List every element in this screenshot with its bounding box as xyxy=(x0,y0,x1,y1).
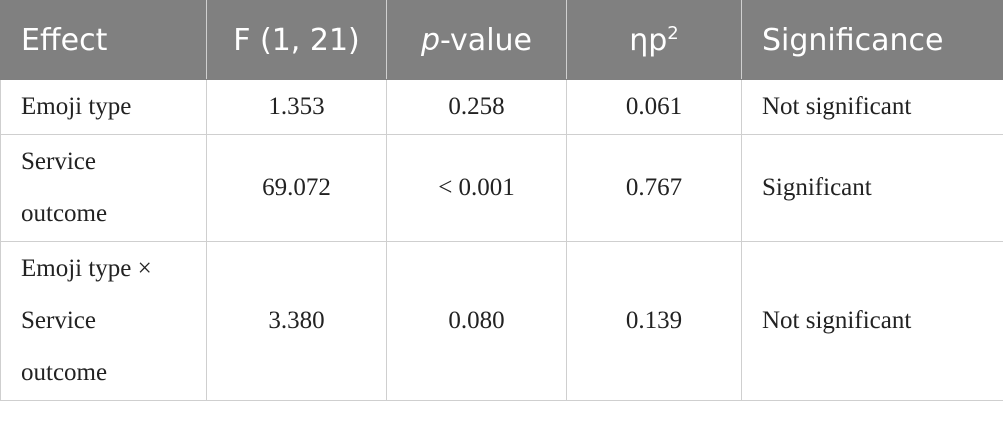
table-cell: 0.767 xyxy=(566,134,742,242)
table-cell: 1.353 xyxy=(206,79,387,135)
header-row: Effect F (1, 21) p-value ηp2 Significance xyxy=(0,0,1003,80)
header-cell: ηp2 xyxy=(566,0,742,80)
header-text: -value xyxy=(440,22,532,58)
table-cell: Not significant xyxy=(741,241,1003,401)
header-italic: p xyxy=(420,22,441,58)
table-cell: Service outcome xyxy=(0,134,207,242)
header-sup: 2 xyxy=(667,22,679,44)
table-cell: 3.380 xyxy=(206,241,387,401)
table-cell: < 0.001 xyxy=(386,134,567,242)
table-cell: 0.139 xyxy=(566,241,742,401)
table-cell: 0.080 xyxy=(386,241,567,401)
table-cell: Emoji type × Service outcome xyxy=(0,241,207,401)
header-cell: Significance xyxy=(741,0,1003,80)
table-row: Service outcome 69.072 < 0.001 0.767 Signifi… xyxy=(0,134,1003,242)
header-cell: p-value xyxy=(386,0,567,80)
table-cell: 69.072 xyxy=(206,134,387,242)
header-cell: F (1, 21) xyxy=(206,0,387,80)
table-row: Emoji type 1.353 0.258 0.061 Not significant xyxy=(0,79,1003,135)
header-text: ηp xyxy=(629,22,668,58)
results-table: Effect F (1, 21) p-value ηp2 Significance Em… xyxy=(0,0,1003,401)
table-cell: Significant xyxy=(741,134,1003,242)
header-cell: Effect xyxy=(0,0,207,80)
table-body: Emoji type 1.353 0.258 0.061 Not significant… xyxy=(0,79,1003,401)
table-cell: 0.258 xyxy=(386,79,567,135)
table-cell: Emoji type xyxy=(0,79,207,135)
table-cell: Not significant xyxy=(741,79,1003,135)
table-row: Emoji type × Service outcome 3.380 0.080 0.… xyxy=(0,241,1003,401)
table-cell: 0.061 xyxy=(566,79,742,135)
